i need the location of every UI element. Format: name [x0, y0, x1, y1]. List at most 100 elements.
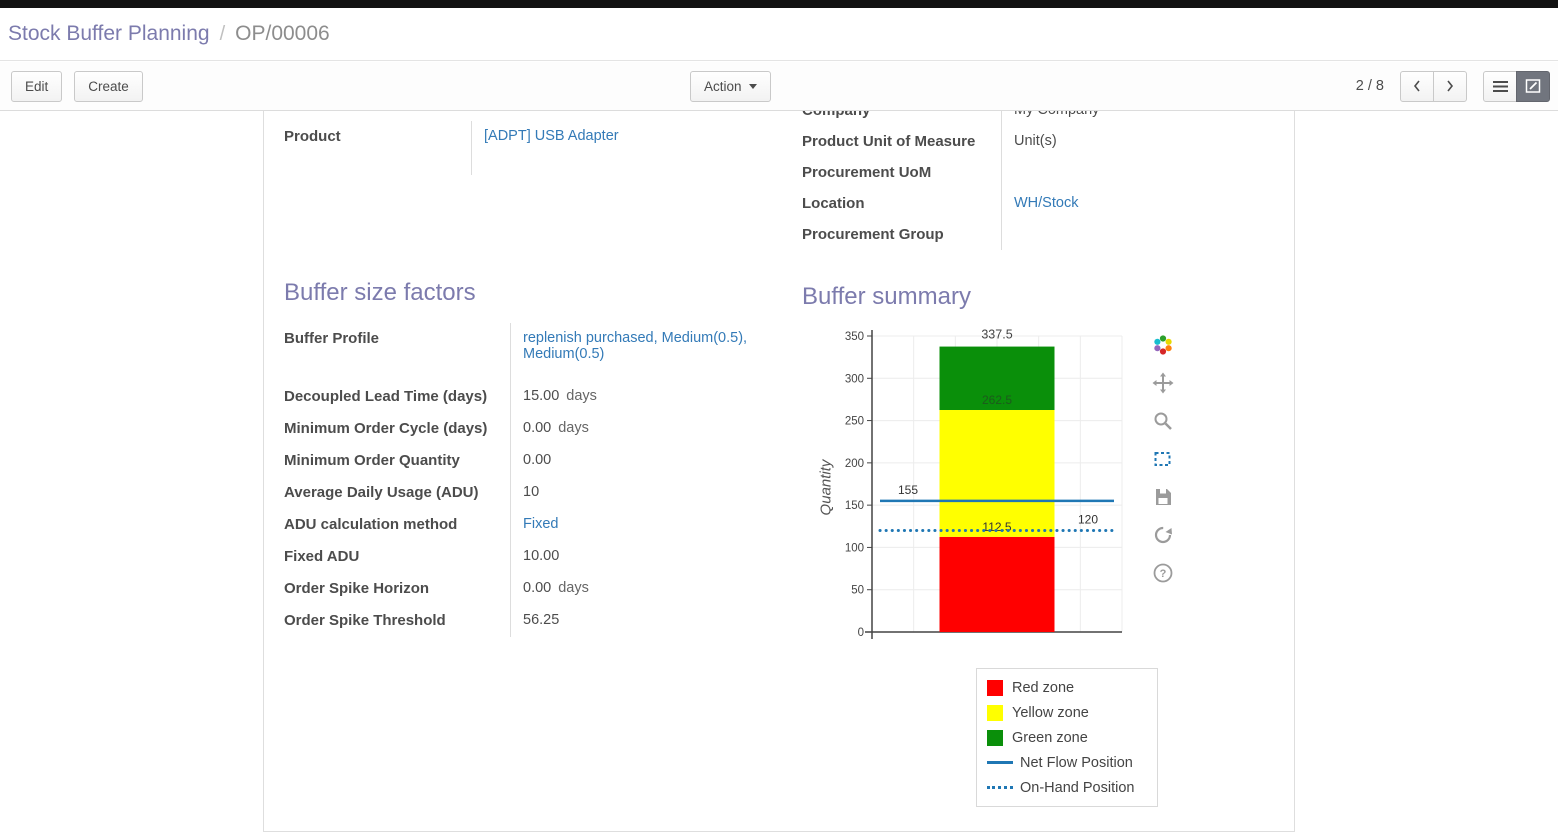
field-row-procurement-uom: Procurement UoM: [802, 157, 1276, 188]
breadcrumb: Stock Buffer Planning / OP/00006: [0, 8, 1558, 61]
adu-value: 10: [523, 484, 540, 500]
field-row-fixed-adu: Fixed ADU 10.00: [284, 541, 786, 573]
green-zone-swatch: [987, 729, 1003, 746]
adu-label: Average Daily Usage (ADU): [284, 477, 511, 509]
dlt-suffix: days: [566, 388, 597, 404]
save-icon[interactable]: [1152, 486, 1174, 508]
chart-modebar: ?: [1152, 334, 1174, 584]
svg-text:300: 300: [845, 373, 864, 385]
buffer-summary-title: Buffer summary: [802, 283, 971, 310]
reset-axes-icon[interactable]: [1152, 524, 1174, 546]
svg-text:350: 350: [845, 331, 864, 343]
min-order-cycle-label: Minimum Order Cycle (days): [284, 413, 511, 445]
create-button[interactable]: Create: [74, 70, 143, 102]
breadcrumb-parent-link[interactable]: Stock Buffer Planning: [8, 22, 210, 45]
fixed-adu-label: Fixed ADU: [284, 541, 511, 573]
spike-threshold-label: Order Spike Threshold: [284, 605, 511, 637]
svg-text:262.5: 262.5: [982, 393, 1012, 407]
svg-text:0: 0: [858, 627, 864, 639]
spike-horizon-label: Order Spike Horizon: [284, 573, 511, 605]
legend-item-red-zone[interactable]: Red zone: [987, 675, 1147, 700]
field-row-product: Product [ADPT] USB Adapter: [284, 121, 776, 175]
svg-text:120: 120: [1078, 513, 1098, 527]
list-view-button[interactable]: [1483, 70, 1517, 102]
fixed-adu-value: 10.00: [523, 548, 560, 564]
field-row-spike-horizon: Order Spike Horizon 0.00 days: [284, 573, 786, 605]
field-row-procurement-group: Procurement Group: [802, 219, 1276, 250]
procurement-group-field-label: Procurement Group: [802, 219, 1002, 250]
svg-text:337.5: 337.5: [981, 328, 1012, 342]
form-sheet: Product [ADPT] USB Adapter Company My Co…: [263, 111, 1295, 832]
uom-value: Unit(s): [1014, 133, 1057, 149]
legend-item-yellow-zone[interactable]: Yellow zone: [987, 700, 1147, 725]
adu-method-label: ADU calculation method: [284, 509, 511, 541]
legend-label: On-Hand Position: [1020, 779, 1135, 796]
buffer-profile-link[interactable]: replenish purchased, Medium(0.5), Medium…: [523, 330, 748, 362]
field-row-min-order-cycle: Minimum Order Cycle (days) 0.00 days: [284, 413, 786, 445]
chevron-right-icon: [1447, 80, 1454, 92]
procurement-uom-field-label: Procurement UoM: [802, 157, 1002, 188]
company-field-label: Company: [802, 111, 1002, 126]
uom-field-label: Product Unit of Measure: [802, 126, 1002, 157]
product-field-label: Product: [284, 121, 472, 175]
field-row-uom: Product Unit of Measure Unit(s): [802, 126, 1276, 157]
legend-label: Net Flow Position: [1020, 754, 1133, 771]
next-record-button[interactable]: [1433, 70, 1467, 102]
form-view-button[interactable]: [1516, 70, 1550, 102]
plotly-logo-icon[interactable]: [1152, 334, 1174, 356]
company-value: My Company: [1014, 111, 1099, 118]
field-row-buffer-profile: Buffer Profile replenish purchased, Medi…: [284, 323, 786, 381]
previous-record-button[interactable]: [1400, 70, 1434, 102]
legend-item-on-hand-position[interactable]: On-Hand Position: [987, 775, 1147, 800]
svg-text:250: 250: [845, 416, 864, 428]
legend-item-net-flow-position[interactable]: Net Flow Position: [987, 750, 1147, 775]
svg-text:?: ?: [1160, 568, 1167, 580]
buffer-factors-group: Buffer Profile replenish purchased, Medi…: [284, 323, 786, 637]
chevron-left-icon: [1413, 80, 1420, 92]
field-group-left: Product [ADPT] USB Adapter: [284, 121, 776, 175]
yellow-zone-swatch: [987, 704, 1003, 721]
box-select-icon[interactable]: [1152, 448, 1174, 470]
main-nav-bar: [0, 0, 1558, 8]
field-row-dlt: Decoupled Lead Time (days) 15.00 days: [284, 381, 786, 413]
zoom-icon[interactable]: [1152, 410, 1174, 432]
buffer-size-factors-title: Buffer size factors: [284, 279, 476, 306]
location-field-label: Location: [802, 188, 1002, 219]
help-icon[interactable]: ?: [1152, 562, 1174, 584]
buffer-profile-label: Buffer Profile: [284, 323, 511, 381]
pan-icon[interactable]: [1152, 372, 1174, 394]
svg-text:150: 150: [845, 500, 864, 512]
legend-label: Red zone: [1012, 679, 1075, 696]
dlt-value: 15.00: [523, 388, 560, 404]
min-order-cycle-value: 0.00: [523, 420, 552, 436]
net-flow-line-swatch: [987, 761, 1013, 764]
action-dropdown-button[interactable]: Action: [690, 71, 771, 102]
adu-method-link[interactable]: Fixed: [523, 516, 559, 532]
spike-horizon-suffix: days: [558, 580, 589, 596]
field-row-min-order-qty: Minimum Order Quantity 0.00: [284, 445, 786, 477]
location-link[interactable]: WH/Stock: [1014, 195, 1079, 211]
record-pager[interactable]: 2 / 8: [1355, 78, 1384, 94]
legend-label: Green zone: [1012, 729, 1088, 746]
svg-text:100: 100: [845, 542, 864, 554]
min-order-cycle-suffix: days: [558, 420, 589, 436]
chevron-down-icon: [748, 84, 757, 89]
spike-threshold-value: 56.25: [523, 612, 560, 628]
dlt-label: Decoupled Lead Time (days): [284, 381, 511, 413]
svg-text:200: 200: [845, 458, 864, 470]
list-icon: [1492, 80, 1508, 92]
legend-item-green-zone[interactable]: Green zone: [987, 725, 1147, 750]
product-link[interactable]: [ADPT] USB Adapter: [484, 128, 619, 144]
edit-button[interactable]: Edit: [11, 70, 63, 102]
spike-horizon-value: 0.00: [523, 580, 552, 596]
svg-text:50: 50: [851, 585, 864, 597]
breadcrumb-separator: /: [219, 22, 226, 45]
pager-buttons: [1400, 70, 1467, 102]
field-row-location: Location WH/Stock: [802, 188, 1276, 219]
breadcrumb-current: OP/00006: [235, 22, 330, 45]
svg-text:155: 155: [898, 483, 918, 497]
red-zone-swatch: [987, 679, 1003, 696]
min-order-qty-value: 0.00: [523, 452, 552, 468]
form-icon: [1525, 79, 1541, 93]
